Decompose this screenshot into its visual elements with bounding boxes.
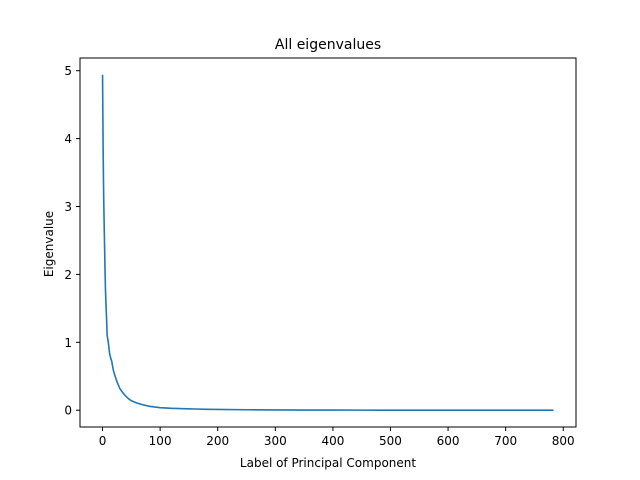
plot-frame: [79, 57, 577, 428]
y-tick-label-5: 5: [64, 64, 72, 78]
x-tick-label-0: 0: [99, 434, 107, 448]
plot-area: 0 100 200 300 400 500 600 700 800 0 1 2 3 4 5: [64, 57, 577, 448]
y-tick-label-2: 2: [64, 268, 72, 282]
series-line-0: [101, 74, 554, 412]
y-tick-label-0: 0: [64, 404, 72, 418]
x-tick-label-500: 500: [379, 434, 402, 448]
x-tick-label-800: 800: [552, 434, 575, 448]
x-tick-label-300: 300: [264, 434, 287, 448]
y-axis-label: Eigenvalue: [42, 211, 56, 277]
x-tick-label-700: 700: [494, 434, 517, 448]
y-tick-label-4: 4: [64, 132, 72, 146]
chart-title: All eigenvalues: [275, 37, 381, 53]
y-tick-label-1: 1: [64, 336, 72, 350]
x-axis-label: Label of Principal Component: [240, 456, 416, 470]
x-tick-label-100: 100: [149, 434, 172, 448]
x-tick-label-400: 400: [321, 434, 344, 448]
y-tick-label-3: 3: [64, 200, 72, 214]
x-tick-label-200: 200: [206, 434, 229, 448]
x-tick-label-600: 600: [437, 434, 460, 448]
